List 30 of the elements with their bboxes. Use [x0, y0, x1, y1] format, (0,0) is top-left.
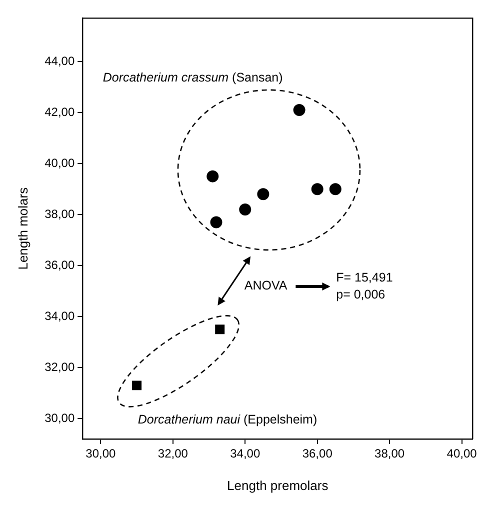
annotation: p= 0,006 — [336, 288, 386, 303]
x-tick-label: 36,00 — [302, 446, 333, 461]
series-label: Dorcatherium crassum (Sansan) — [102, 70, 283, 86]
point — [132, 380, 142, 390]
y-tick-label: 30,00 — [44, 410, 75, 425]
x-tick-label: 34,00 — [230, 446, 260, 461]
point — [293, 104, 306, 116]
point — [210, 216, 222, 228]
point — [311, 183, 324, 196]
series-label: Dorcatherium naui (Eppelsheim) — [138, 412, 318, 428]
y-tick-label: 40,00 — [44, 156, 75, 170]
annotation: F= 15,491 — [336, 270, 393, 286]
x-tick-label: 38,00 — [374, 446, 405, 461]
y-tick-label: 42,00 — [44, 104, 75, 119]
point — [329, 183, 342, 196]
point — [257, 188, 270, 200]
point — [206, 170, 219, 182]
x-tick-label: 40,00 — [446, 446, 478, 461]
annotation: ANOVA — [244, 278, 288, 294]
y-tick-label: 38,00 — [44, 206, 75, 221]
point — [215, 324, 225, 334]
y-tick-label: 34,00 — [44, 308, 75, 323]
x-tick-label: 32,00 — [158, 446, 188, 461]
x-axis-title: Length premolars — [227, 478, 329, 493]
x-tick-label: 30,00 — [86, 446, 116, 461]
y-axis-title: Length molars — [15, 186, 30, 270]
y-tick-label: 44,00 — [44, 54, 75, 68]
y-tick-label: 36,00 — [44, 258, 75, 272]
y-tick-label: 32,00 — [44, 360, 75, 374]
point — [239, 203, 252, 216]
